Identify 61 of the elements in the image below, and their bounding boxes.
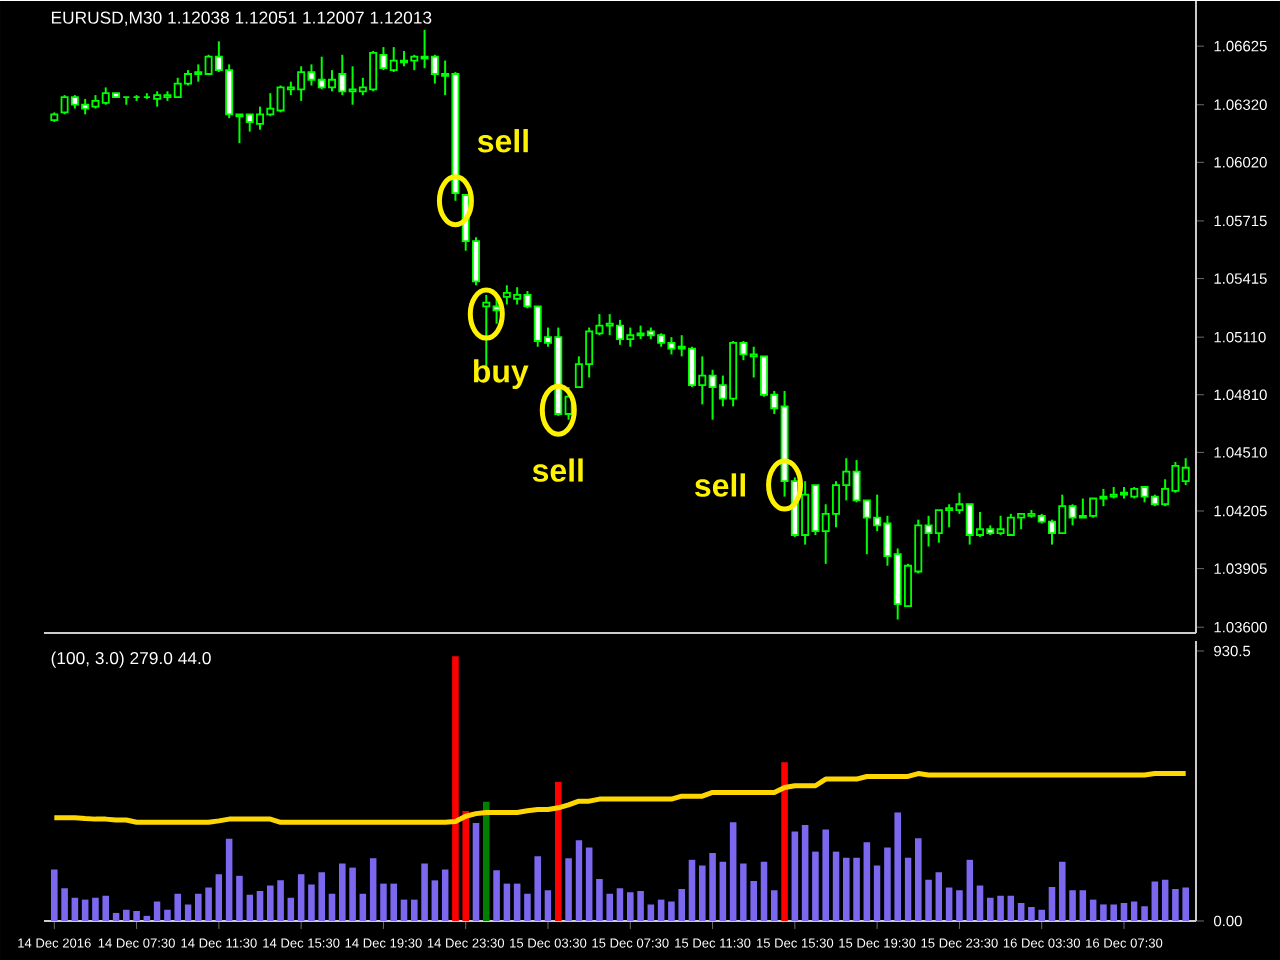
bar (935, 871, 943, 921)
bar (215, 873, 223, 921)
bar (112, 912, 120, 921)
bar (1017, 902, 1025, 921)
bar (832, 851, 840, 921)
bar (256, 890, 264, 921)
bar (575, 839, 583, 921)
bar (688, 859, 696, 921)
bar (493, 869, 500, 921)
bar (246, 894, 254, 921)
bar (740, 863, 747, 921)
bar (1161, 879, 1169, 921)
bar (729, 821, 737, 921)
bar (503, 883, 511, 921)
bar (801, 824, 809, 921)
bar (966, 859, 973, 921)
bar (225, 838, 233, 921)
annotation: sell (695, 472, 745, 497)
bar (297, 873, 305, 921)
bar (1141, 905, 1148, 921)
bar (369, 857, 377, 921)
annotation: sell (532, 457, 583, 482)
bar (555, 781, 562, 921)
bar (431, 879, 439, 921)
bar (236, 875, 243, 921)
bar (1048, 886, 1056, 921)
bar (760, 861, 768, 921)
bar (719, 861, 727, 921)
bar (945, 887, 953, 921)
bar (637, 890, 644, 921)
bar (750, 880, 758, 921)
bar (956, 889, 963, 921)
bar (287, 897, 295, 921)
annotation: buy (473, 358, 529, 389)
text: (100, 3.0) 279.0 44.0 (51, 651, 211, 668)
annotation: sell (477, 128, 528, 153)
bar (1120, 902, 1128, 921)
bar (863, 841, 871, 921)
bar (513, 883, 521, 921)
bar (976, 885, 984, 921)
bar (626, 891, 634, 921)
bar (184, 903, 192, 921)
bar (565, 857, 572, 921)
bar (904, 857, 912, 921)
bar (647, 903, 655, 921)
bar (791, 831, 799, 921)
bar (781, 761, 788, 921)
bar (1151, 881, 1159, 921)
bar (873, 865, 881, 921)
bar (328, 893, 336, 921)
bar (1079, 889, 1087, 921)
text: EURUSD,M30 1.12038 1.12051 1.12007 1.12013 (51, 11, 432, 26)
bar (71, 897, 79, 921)
bar (1007, 895, 1015, 921)
bar (616, 887, 624, 921)
bar (359, 893, 367, 921)
bar (544, 889, 552, 921)
bar (585, 847, 593, 921)
bar (472, 822, 480, 921)
bar (441, 869, 449, 921)
bar (771, 889, 778, 921)
